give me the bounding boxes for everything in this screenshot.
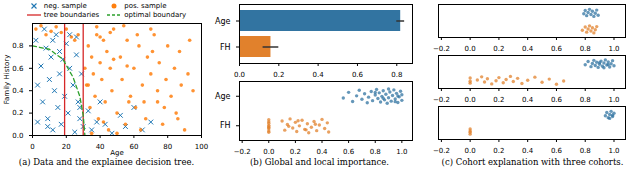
svg-text:0.6: 0.6 xyxy=(551,147,563,155)
svg-text:0.4: 0.4 xyxy=(12,87,24,95)
svg-text:0.8: 0.8 xyxy=(391,71,403,80)
svg-text:0.2: 0.2 xyxy=(290,148,301,156)
svg-text:0.0: 0.0 xyxy=(465,147,476,155)
svg-text:0.2: 0.2 xyxy=(493,96,505,105)
svg-text:0.6: 0.6 xyxy=(550,96,562,105)
svg-text:−0.2: −0.2 xyxy=(234,148,251,156)
svg-text:0.0: 0.0 xyxy=(464,45,476,54)
svg-text:60: 60 xyxy=(129,143,138,151)
svg-text:0.4: 0.4 xyxy=(312,71,324,80)
svg-text:0.6: 0.6 xyxy=(12,65,24,73)
svg-text:FH: FH xyxy=(220,43,231,52)
svg-text:0.2: 0.2 xyxy=(493,45,505,54)
html-text:neg. sample: neg. sample xyxy=(43,1,87,10)
svg-text:Age: Age xyxy=(215,17,231,26)
svg-text:0.6: 0.6 xyxy=(351,71,363,80)
svg-text:−0.2: −0.2 xyxy=(432,45,450,54)
svg-text:−0.2: −0.2 xyxy=(433,147,450,155)
html-text:(a) Data and the explainee dec: (a) Data and the explainee decision tree… xyxy=(18,157,195,167)
html-text:pos. sample: pos. sample xyxy=(124,1,167,10)
svg-text:0.8: 0.8 xyxy=(370,148,381,156)
svg-text:Family History: Family History xyxy=(3,55,11,105)
svg-text:1.0: 1.0 xyxy=(608,147,619,155)
svg-text:20: 20 xyxy=(62,143,71,151)
svg-text:0.8: 0.8 xyxy=(12,42,23,50)
html-text:tree boundaries: tree boundaries xyxy=(43,10,100,19)
svg-text:0.0: 0.0 xyxy=(464,96,476,105)
svg-text:0.2: 0.2 xyxy=(273,71,285,80)
html-text:(c) Cohort explanation with th: (c) Cohort explanation with three cohort… xyxy=(441,157,624,167)
svg-text:0: 0 xyxy=(30,143,34,151)
svg-text:0.8: 0.8 xyxy=(579,45,591,54)
svg-text:−0.2: −0.2 xyxy=(432,96,450,105)
svg-text:FH: FH xyxy=(220,121,231,130)
svg-text:Age: Age xyxy=(215,92,231,101)
svg-text:80: 80 xyxy=(163,143,172,151)
svg-text:0.0: 0.0 xyxy=(263,148,274,156)
html-text:optimal boundary: optimal boundary xyxy=(124,10,187,19)
svg-text:0.8: 0.8 xyxy=(579,96,591,105)
svg-text:0.4: 0.4 xyxy=(522,96,534,105)
svg-text:1.0: 1.0 xyxy=(608,96,620,105)
html-text:(b) Global and local importanc: (b) Global and local importance. xyxy=(250,157,389,167)
svg-text:100: 100 xyxy=(195,143,208,151)
svg-text:0.2: 0.2 xyxy=(12,109,23,117)
svg-text:0.4: 0.4 xyxy=(522,45,534,54)
svg-text:Age: Age xyxy=(110,149,124,157)
svg-text:40: 40 xyxy=(96,143,105,151)
svg-text:0.8: 0.8 xyxy=(580,147,591,155)
svg-text:1.0: 1.0 xyxy=(396,148,407,156)
svg-text:0.2: 0.2 xyxy=(493,147,504,155)
svg-text:0.4: 0.4 xyxy=(316,148,328,156)
svg-text:0.6: 0.6 xyxy=(343,148,355,156)
svg-text:0.6: 0.6 xyxy=(550,45,562,54)
svg-text:0.0: 0.0 xyxy=(233,71,246,80)
svg-text:1.0: 1.0 xyxy=(608,45,620,54)
svg-text:0.4: 0.4 xyxy=(522,147,534,155)
svg-text:0.0: 0.0 xyxy=(12,132,23,140)
